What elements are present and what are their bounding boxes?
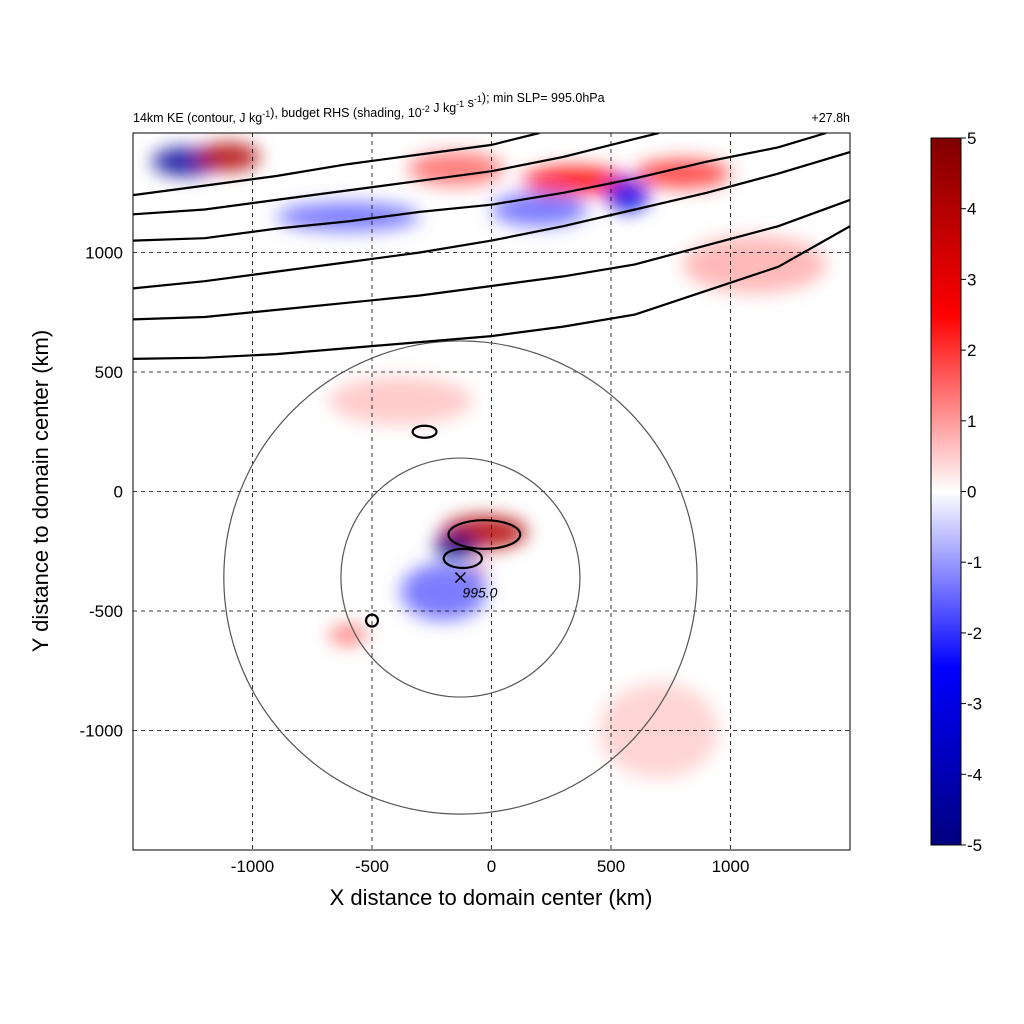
title-superscript: -2: [422, 104, 430, 114]
x-tick-label: 0: [487, 857, 496, 876]
title-text: 14km KE (contour, J kg: [133, 111, 262, 125]
x-tick-label: 1000: [712, 857, 750, 876]
ke-contour-line: [133, 133, 540, 197]
ke-contour-line: [133, 133, 660, 216]
ke-contour-line: [133, 225, 850, 360]
colorbar-tick-label: -3: [967, 695, 982, 714]
ke-contour-line: [133, 133, 827, 242]
ke-contour-closed: [442, 547, 484, 570]
range-rings: [223, 340, 698, 815]
rhs-feature: [599, 682, 719, 779]
colorbar-ticks: 5 4 3 2 1 0 -1 -2 -3 -4 -5: [961, 129, 982, 855]
range-ring: [223, 340, 698, 815]
rhs-feature: [276, 202, 420, 231]
x-axis: -1000 -500 0 500 1000: [231, 857, 750, 876]
rhs-feature: [434, 533, 478, 560]
rhs-feature: [407, 152, 504, 186]
title-superscript: -1: [262, 109, 270, 119]
ke-contour-line: [133, 198, 850, 321]
ke-contour-closed: [411, 424, 438, 439]
colorbar-tick-label: 0: [967, 483, 976, 502]
plot-title: 14km KE (contour, J kg-1), budget RHS (s…: [133, 91, 605, 125]
y-tick-label: 500: [95, 363, 123, 382]
title-superscript: -1: [474, 94, 482, 104]
rhs-feature: [328, 625, 368, 645]
storm-center-marker: 995.0: [454, 572, 498, 601]
x-axis-title: X distance to domain center (km): [330, 885, 653, 910]
y-tick-label: 0: [114, 483, 123, 502]
forecast-hour: +27.8h: [811, 111, 850, 125]
rhs-feature: [328, 376, 473, 425]
title-text: J kg: [430, 101, 456, 115]
plot-frame: [132, 132, 851, 851]
rhs-feature: [400, 563, 487, 621]
rhs-feature: [197, 142, 260, 172]
y-axis: -1000 -500 0 500 1000: [80, 244, 123, 741]
title-superscript: -1: [456, 99, 464, 109]
colorbar-tick-label: 3: [967, 270, 976, 289]
ke-contours: [133, 133, 850, 628]
ke-contour-line: [133, 151, 850, 290]
y-tick-label: 1000: [85, 244, 123, 263]
title-text: ), budget RHS (shading, 10: [270, 106, 422, 120]
ke-contour-closed: [447, 519, 522, 550]
rhs-feature: [606, 178, 650, 212]
title-text: s: [464, 96, 474, 110]
ke-contour-closed: [364, 613, 380, 628]
x-tick-label: 500: [597, 857, 625, 876]
colorbar-tick-label: 2: [967, 341, 976, 360]
colorbar-tick-label: -5: [967, 836, 982, 855]
rhs-feature: [634, 159, 731, 188]
y-axis-title: Y distance to domain center (km): [28, 330, 53, 652]
y-tick-label: -500: [89, 602, 123, 621]
rhs-feature: [522, 166, 628, 196]
range-ring: [340, 457, 581, 698]
colorbar-tick-label: 5: [967, 129, 976, 148]
colorbar-tick-label: -4: [967, 765, 982, 784]
storm-center-x-stroke: [454, 572, 466, 584]
title-text: ); min SLP= 995.0hPa: [482, 91, 605, 105]
colorbar-tick-label: 4: [967, 200, 976, 219]
y-tick-label: -1000: [80, 722, 123, 741]
storm-center-label: 995.0: [462, 585, 497, 601]
colorbar-tick-label: -2: [967, 624, 982, 643]
colorbar-tick-label: -1: [967, 553, 982, 572]
rhs-feature: [682, 235, 827, 294]
colorbar-tick-label: 1: [967, 412, 976, 431]
x-tick-label: -1000: [231, 857, 274, 876]
colorbar: 5 4 3 2 1 0 -1 -2 -3 -4 -5: [930, 129, 982, 855]
plot-area: 995.0: [132, 132, 851, 851]
rhs-shading: [152, 142, 827, 779]
x-tick-label: -500: [355, 857, 389, 876]
colorbar-gradient: [930, 137, 962, 846]
